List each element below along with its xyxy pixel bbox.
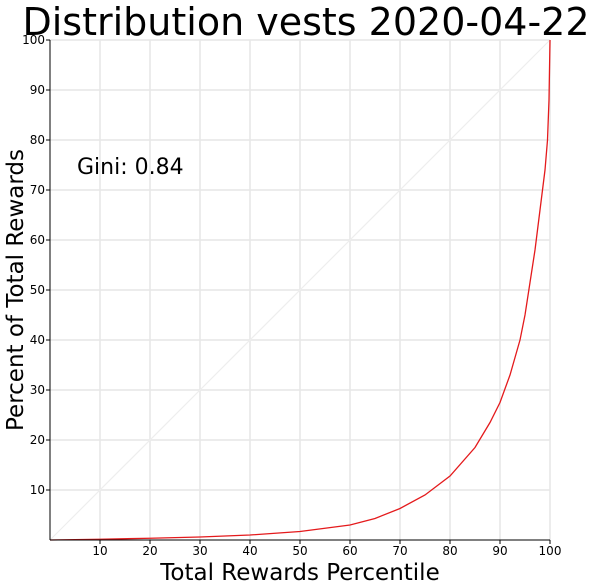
x-tick-label: 20 <box>142 544 157 558</box>
y-tick-label: 100 <box>22 33 45 47</box>
x-tick-label: 80 <box>442 544 457 558</box>
y-tick-label: 40 <box>30 333 45 347</box>
y-tick-label: 50 <box>30 283 45 297</box>
grid-lines <box>50 39 551 540</box>
y-tick-label: 90 <box>30 83 45 97</box>
chart-title: Distribution vests 2020-04-22 <box>22 0 589 44</box>
x-tick-label: 30 <box>192 544 207 558</box>
x-tick-label: 100 <box>539 544 562 558</box>
x-tick-label: 70 <box>392 544 407 558</box>
y-axis-label: Percent of Total Rewards <box>3 149 29 431</box>
x-tick-label: 90 <box>492 544 507 558</box>
gini-annotation: Gini: 0.84 <box>77 155 184 180</box>
y-tick-label: 70 <box>30 183 45 197</box>
y-tick-label: 20 <box>30 433 45 447</box>
y-tick-label: 80 <box>30 133 45 147</box>
x-tick-label: 50 <box>292 544 307 558</box>
y-axis-ticks: 10 20 30 40 50 60 70 80 90 100 <box>22 33 50 497</box>
equality-line <box>49 39 551 541</box>
x-tick-label: 10 <box>92 544 107 558</box>
lorenz-curve <box>49 39 551 541</box>
y-tick-label: 30 <box>30 383 45 397</box>
x-axis-ticks: 10 20 30 40 50 60 70 80 90 100 <box>92 540 561 558</box>
y-tick-label: 10 <box>30 483 45 497</box>
x-tick-label: 60 <box>342 544 357 558</box>
y-tick-label: 60 <box>30 233 45 247</box>
x-axis-label: Total Rewards Percentile <box>159 560 439 585</box>
x-tick-label: 40 <box>242 544 257 558</box>
